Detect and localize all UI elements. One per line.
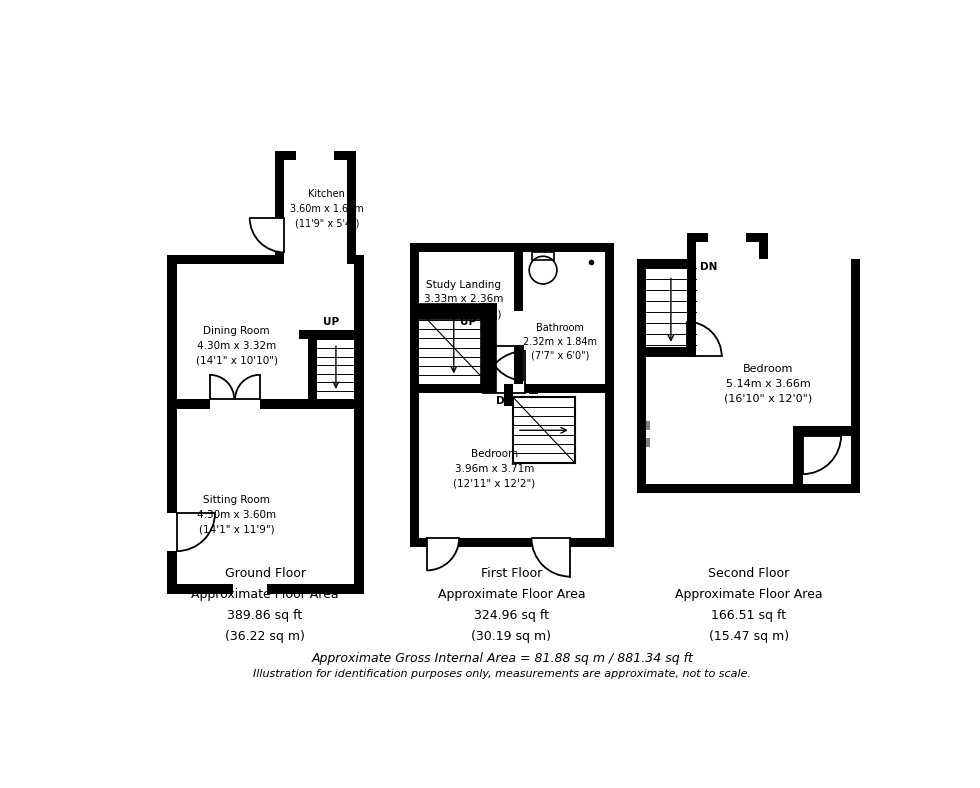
Bar — [646, 438, 650, 448]
Bar — [794, 426, 803, 484]
Bar — [308, 330, 318, 400]
Bar — [168, 255, 364, 264]
Bar — [410, 243, 419, 548]
Bar — [637, 258, 646, 493]
Text: Bedroom
3.96m x 3.71m
(12'11" x 12'2"): Bedroom 3.96m x 3.71m (12'11" x 12'2") — [454, 449, 536, 489]
Text: UP: UP — [460, 318, 476, 328]
Bar — [646, 268, 697, 356]
Text: Approximate Gross Internal Area = 81.88 sq m / 881.34 sq ft: Approximate Gross Internal Area = 81.88 … — [312, 652, 693, 666]
Text: DN: DN — [496, 396, 514, 407]
Bar — [514, 252, 523, 384]
Bar — [532, 252, 554, 260]
Text: Ground Floor
Approximate Floor Area
389.86 sq ft
(36.22 sq m): Ground Floor Approximate Floor Area 389.… — [191, 567, 339, 642]
Bar — [637, 484, 860, 493]
Bar — [646, 421, 650, 430]
Text: Second Floor
Approximate Floor Area
166.51 sq ft
(15.47 sq m): Second Floor Approximate Floor Area 166.… — [675, 567, 822, 642]
Bar — [210, 400, 260, 409]
Bar — [514, 311, 523, 346]
Bar — [410, 538, 613, 548]
Bar — [687, 233, 768, 243]
Bar — [233, 584, 268, 593]
Text: UP: UP — [323, 317, 339, 327]
Bar — [347, 151, 356, 264]
Text: Sitting Room
4.30m x 3.60m
(14'1" x 11'9"): Sitting Room 4.30m x 3.60m (14'1" x 11'9… — [197, 495, 276, 535]
Bar — [275, 255, 356, 264]
Bar — [410, 538, 613, 548]
Bar — [168, 400, 364, 409]
Text: Kitchen
3.60m x 1.63m
(11'9" x 5'4"): Kitchen 3.60m x 1.63m (11'9" x 5'4") — [290, 188, 364, 229]
Text: Bedroom
5.14m x 3.66m
(16'10" x 12'0"): Bedroom 5.14m x 3.66m (16'10" x 12'0") — [724, 364, 812, 404]
Circle shape — [533, 260, 553, 280]
Bar — [687, 233, 768, 268]
Bar — [851, 258, 860, 493]
Bar — [410, 384, 613, 393]
Bar — [794, 426, 851, 484]
Bar — [275, 151, 284, 264]
Bar — [747, 233, 750, 243]
Bar — [299, 330, 308, 340]
Bar — [697, 243, 759, 268]
Bar — [637, 258, 860, 268]
Bar — [759, 233, 768, 268]
Bar — [275, 217, 284, 252]
Bar — [705, 233, 708, 243]
Bar — [410, 243, 613, 252]
Bar — [759, 258, 851, 268]
Text: Illustration for identification purposes only, measurements are approximate, not: Illustration for identification purposes… — [253, 669, 752, 679]
Text: First Floor
Approximate Floor Area
324.96 sq ft
(30.19 sq m): First Floor Approximate Floor Area 324.9… — [438, 567, 585, 642]
Text: Dining Room
4.30m x 3.32m
(14'1" x 10'10"): Dining Room 4.30m x 3.32m (14'1" x 10'10… — [196, 325, 277, 366]
Bar — [294, 151, 296, 160]
Bar — [794, 426, 851, 436]
Bar — [514, 266, 523, 384]
Bar — [504, 384, 514, 407]
Bar — [355, 255, 364, 593]
Text: Study Landing
3.33m x 2.36m
(10'11" x 7'8"): Study Landing 3.33m x 2.36m (10'11" x 7'… — [424, 280, 504, 319]
Bar — [308, 330, 355, 340]
Text: Bathroom
2.32m x 1.84m
(7'7" x 6'0"): Bathroom 2.32m x 1.84m (7'7" x 6'0") — [523, 323, 597, 361]
Bar — [334, 151, 337, 160]
Bar — [483, 384, 525, 393]
Bar — [275, 151, 356, 160]
Bar — [708, 233, 747, 243]
Bar — [531, 538, 570, 548]
Bar — [296, 151, 334, 160]
Text: DN: DN — [700, 262, 717, 272]
Bar — [687, 268, 697, 356]
Bar — [646, 348, 697, 356]
Bar — [168, 513, 176, 551]
Bar — [427, 538, 459, 548]
Bar — [168, 584, 364, 593]
Bar — [168, 255, 176, 593]
Bar — [605, 243, 613, 548]
